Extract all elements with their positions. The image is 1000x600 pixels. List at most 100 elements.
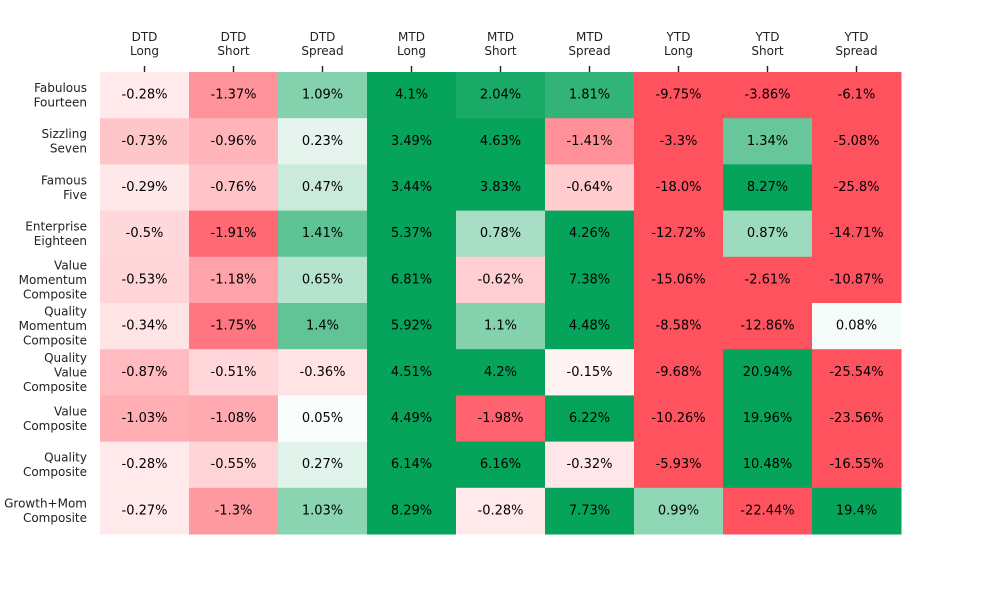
cell-value-label: 3.44%: [391, 180, 432, 195]
heatmap-cell: [456, 441, 546, 489]
heatmap-cell: [634, 210, 724, 258]
heatmap-cell: [456, 303, 546, 350]
cell-value-label: 3.83%: [480, 180, 521, 195]
heatmap-cell: [634, 303, 724, 350]
cell-value-label: 7.38%: [569, 272, 610, 287]
y-tick-label: Growth+Mom Composite: [4, 497, 87, 526]
heatmap-cell: [100, 441, 190, 489]
cell-value-label: -15.06%: [651, 272, 705, 287]
cell-value-label: -1.37%: [211, 88, 257, 103]
cell-value-label: -22.44%: [740, 503, 794, 518]
cell-value-label: 0.99%: [658, 503, 699, 518]
cell-value-label: -0.51%: [211, 365, 257, 380]
heatmap-cell: [456, 72, 546, 119]
heatmap-cell: [812, 487, 902, 535]
heatmap-cell: [634, 164, 724, 212]
heatmap-cell: [367, 118, 457, 165]
cell-value-label: -0.62%: [478, 272, 524, 287]
cell-value-label: -0.28%: [122, 88, 168, 103]
y-tick-label: Quality Value Composite: [23, 351, 87, 394]
cell-value-label: -0.28%: [478, 503, 524, 518]
heatmap-cell: [634, 118, 724, 165]
x-tick-label: DTD Short: [217, 30, 249, 58]
heatmap-cell: [723, 441, 813, 489]
heatmap-cell: [278, 256, 368, 304]
heatmap-cell: [545, 164, 635, 212]
heatmap-cell: [367, 395, 457, 443]
y-tick-label: Quality Momentum Composite: [19, 305, 87, 348]
heatmap-cell: [189, 441, 279, 489]
heatmap-cell: [189, 118, 279, 165]
cell-value-label: 0.08%: [836, 319, 877, 334]
cell-value-label: 4.49%: [391, 411, 432, 426]
cell-value-label: 20.94%: [743, 365, 793, 380]
cell-value-label: -0.36%: [300, 365, 346, 380]
heatmap-cell: [367, 164, 457, 212]
heatmap-cell: [812, 256, 902, 304]
heatmap-cell: [723, 395, 813, 443]
heatmap-cell: [100, 164, 190, 212]
heatmap-cell: [278, 349, 368, 396]
cell-value-label: 0.27%: [302, 457, 343, 472]
cell-value-label: -0.96%: [211, 134, 257, 149]
heatmap-cell: [634, 349, 724, 396]
heatmap-cells: -0.28% -1.37% 1.09% 4.1% 2.04% 1.81% -9.75% -3.…: [100, 72, 902, 535]
heatmap-cell: [189, 256, 279, 304]
heatmap-cell: [545, 349, 635, 396]
heatmap-cell: [634, 72, 724, 119]
x-tick-label: YTD Spread: [835, 30, 877, 58]
cell-value-label: 0.87%: [747, 226, 788, 241]
cell-value-label: -12.86%: [740, 319, 794, 334]
heatmap-cell: [100, 395, 190, 443]
cell-value-label: 0.78%: [480, 226, 521, 241]
heatmap-cell: [456, 210, 546, 258]
cell-value-label: -8.58%: [656, 319, 702, 334]
y-tick-label: Value Composite: [23, 404, 87, 433]
cell-value-label: -16.55%: [829, 457, 883, 472]
cell-value-label: -0.87%: [122, 365, 168, 380]
heatmap-cell: [189, 395, 279, 443]
heatmap-cell: [456, 118, 546, 165]
heatmap-cell: [100, 118, 190, 165]
cell-value-label: -0.34%: [122, 319, 168, 334]
cell-value-label: 3.49%: [391, 134, 432, 149]
heatmap-cell: [367, 210, 457, 258]
cell-value-label: 6.81%: [391, 272, 432, 287]
x-tick-label: MTD Short: [484, 30, 516, 58]
cell-value-label: -0.27%: [122, 503, 168, 518]
heatmap-cell: [456, 256, 546, 304]
heatmap-cell: [812, 72, 902, 119]
heatmap-cell: [278, 118, 368, 165]
cell-value-label: 4.63%: [480, 134, 521, 149]
heatmap-cell: [189, 349, 279, 396]
cell-value-label: 6.22%: [569, 411, 610, 426]
x-tick-label: MTD Spread: [568, 30, 610, 58]
x-axis: DTD Long DTD Short DTD Spread MTD Long MTD Short M…: [130, 30, 878, 72]
cell-value-label: 5.92%: [391, 319, 432, 334]
cell-value-label: -0.28%: [122, 457, 168, 472]
cell-value-label: -3.3%: [660, 134, 698, 149]
x-tick-label: YTD Long: [664, 30, 693, 58]
cell-value-label: -1.98%: [478, 411, 524, 426]
cell-value-label: -1.91%: [211, 226, 257, 241]
cell-value-label: -6.1%: [838, 88, 876, 103]
y-axis: Fabulous Fourteen Sizzling Seven Famous Five E…: [4, 81, 87, 525]
cell-value-label: 1.34%: [747, 134, 788, 149]
heatmap-cell: [545, 118, 635, 165]
heatmap-cell: [456, 395, 546, 443]
cell-value-label: 6.16%: [480, 457, 521, 472]
heatmap-cell: [278, 441, 368, 489]
heatmap-cell: [723, 349, 813, 396]
cell-value-label: -3.86%: [745, 88, 791, 103]
cell-value-label: -0.64%: [567, 180, 613, 195]
heatmap-cell: [456, 349, 546, 396]
cell-value-label: -0.76%: [211, 180, 257, 195]
heatmap-cell: [189, 210, 279, 258]
x-tick-label: DTD Long: [130, 30, 159, 58]
heatmap-cell: [100, 210, 190, 258]
heatmap-cell: [100, 72, 190, 119]
cell-value-label: 19.4%: [836, 503, 877, 518]
heatmap-cell: [189, 303, 279, 350]
heatmap-cell: [278, 72, 368, 119]
